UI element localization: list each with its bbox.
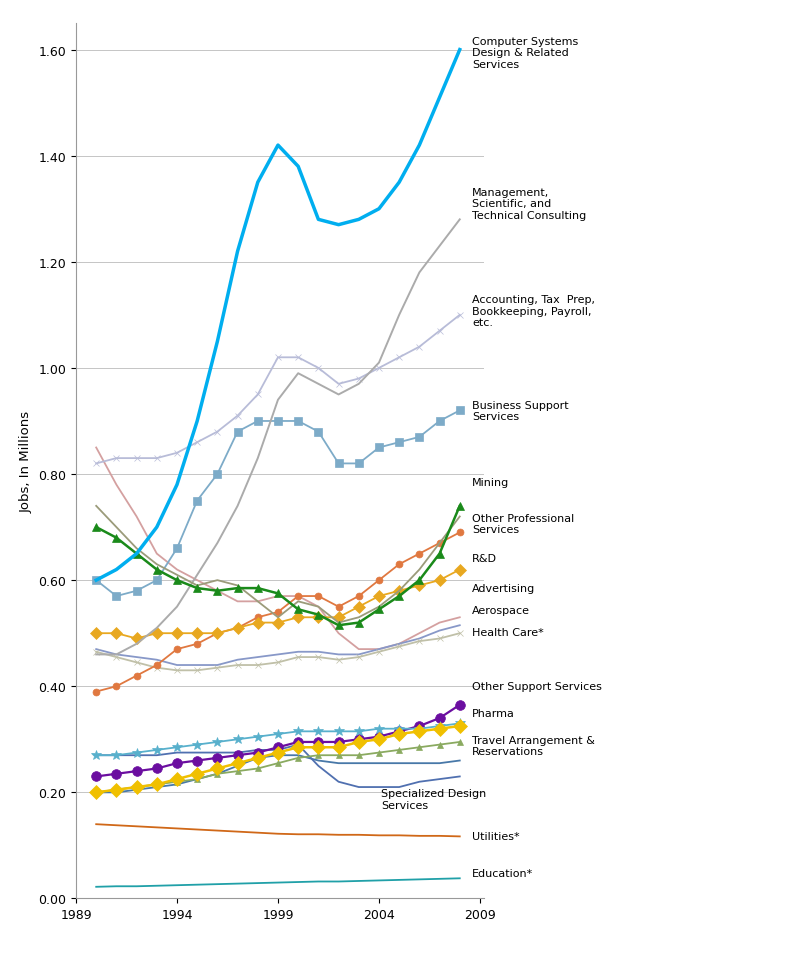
Text: Management,
Scientific, and
Technical Consulting: Management, Scientific, and Technical Co…	[472, 187, 586, 221]
Text: Mining: Mining	[472, 478, 509, 487]
Text: R&D: R&D	[472, 554, 497, 563]
Y-axis label: Jobs, In Millions: Jobs, In Millions	[20, 410, 33, 512]
Text: Specialized Design
Services: Specialized Design Services	[381, 788, 486, 810]
Text: Aerospace: Aerospace	[472, 605, 530, 616]
Text: Health Care*: Health Care*	[472, 628, 544, 637]
Text: Other Professional
Services: Other Professional Services	[472, 513, 574, 534]
Text: Accounting, Tax  Prep,
Bookkeeping, Payroll,
etc.: Accounting, Tax Prep, Bookkeeping, Payro…	[472, 295, 595, 328]
Text: Travel Arrangement &
Reservations: Travel Arrangement & Reservations	[472, 735, 594, 756]
Text: Business Support
Services: Business Support Services	[472, 400, 569, 422]
Text: Advertising: Advertising	[472, 583, 535, 594]
Text: Utilities*: Utilities*	[472, 831, 519, 841]
Text: Pharma: Pharma	[472, 708, 514, 718]
Text: Computer Systems
Design & Related
Services: Computer Systems Design & Related Servic…	[472, 37, 578, 70]
Text: Education*: Education*	[472, 868, 533, 878]
Text: Other Support Services: Other Support Services	[472, 681, 602, 692]
